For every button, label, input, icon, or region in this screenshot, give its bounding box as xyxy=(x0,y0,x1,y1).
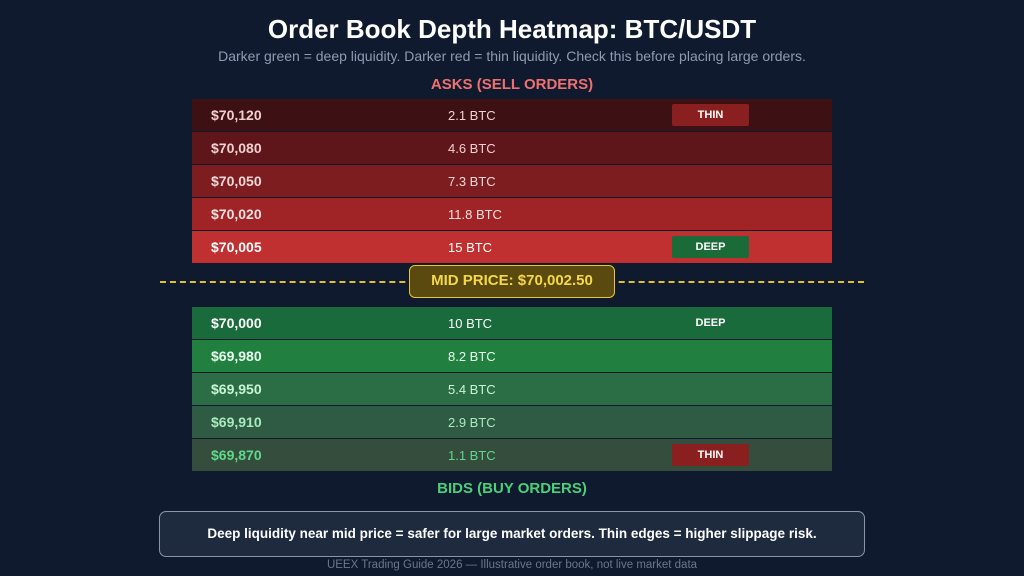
thin-badge: THIN xyxy=(672,104,749,126)
footer-note: UEEX Trading Guide 2026 — Illustrative o… xyxy=(326,559,698,571)
ask-row: $70,080 4.6 BTC xyxy=(192,132,832,164)
asks-label: ASKS (SELL ORDERS) xyxy=(430,76,594,93)
deep-badge: DEEP xyxy=(695,317,726,329)
row-price: $69,870 xyxy=(211,447,262,463)
asks-table: $70,120 2.1 BTC THIN $70,080 4.6 BTC $70,050 7… xyxy=(192,99,832,264)
bids-label: BIDS (BUY ORDERS) xyxy=(437,480,587,497)
row-price: $70,050 xyxy=(211,173,262,189)
row-price: $70,020 xyxy=(211,206,262,222)
bid-row: $69,870 1.1 BTC THIN xyxy=(192,439,832,471)
chart-subtitle: Darker green = deep liquidity. Darker re… xyxy=(218,48,806,64)
liquidity-callout: Deep liquidity near mid price = safer fo… xyxy=(159,511,865,557)
row-size: 1.1 BTC xyxy=(448,448,496,463)
bid-row: $70,000 10 BTC DEEP xyxy=(192,307,832,339)
bid-row: $69,980 8.2 BTC xyxy=(192,340,832,372)
row-size: 15 BTC xyxy=(448,240,493,255)
bids-table: $70,000 10 BTC DEEP $69,980 8.2 BTC $69,950 5.… xyxy=(192,307,832,472)
bid-row: $69,950 5.4 BTC xyxy=(192,373,832,405)
row-price: $69,980 xyxy=(211,348,262,364)
row-price: $70,080 xyxy=(211,140,262,156)
row-size: 2.1 BTC xyxy=(448,108,496,123)
row-size: 10 BTC xyxy=(448,316,493,331)
row-price: $70,005 xyxy=(211,239,262,255)
ask-row: $70,005 15 BTC DEEP xyxy=(192,231,832,263)
row-size: 2.9 BTC xyxy=(448,415,496,430)
row-price: $70,000 xyxy=(211,315,262,331)
ask-row: $70,050 7.3 BTC xyxy=(192,165,832,197)
ask-row: $70,120 2.1 BTC THIN xyxy=(192,99,832,131)
row-price: $69,910 xyxy=(211,414,262,430)
deep-badge: DEEP xyxy=(672,236,749,258)
mid-price-badge: MID PRICE: $70,002.50 xyxy=(409,265,615,298)
row-size: 11.8 BTC xyxy=(448,207,502,222)
row-size: 5.4 BTC xyxy=(448,382,496,397)
ask-row: $70,020 11.8 BTC xyxy=(192,198,832,230)
thin-badge: THIN xyxy=(672,444,749,466)
chart-title: Order Book Depth Heatmap: BTC/USDT xyxy=(267,14,757,44)
row-size: 4.6 BTC xyxy=(448,141,496,156)
row-price: $69,950 xyxy=(211,381,262,397)
row-size: 8.2 BTC xyxy=(448,349,496,364)
row-price: $70,120 xyxy=(211,107,262,123)
bid-row: $69,910 2.9 BTC xyxy=(192,406,832,438)
row-size: 7.3 BTC xyxy=(448,174,496,189)
